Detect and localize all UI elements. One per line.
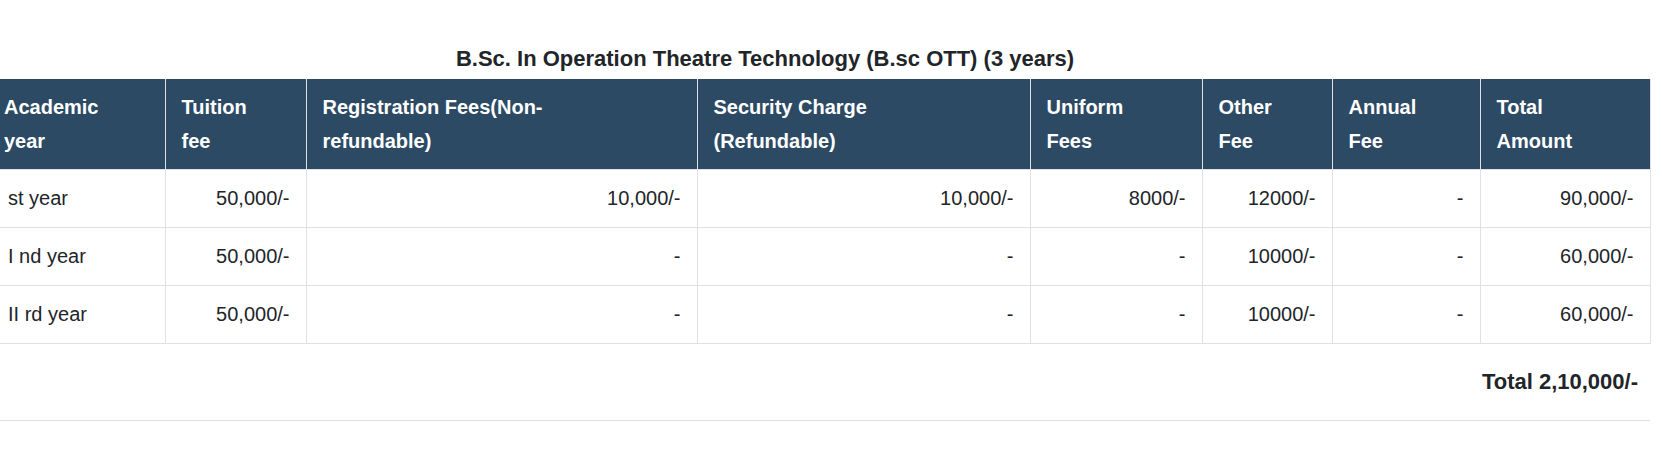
table-cell-annual-fee: - [1332, 169, 1480, 227]
table-cell-total-amount: 90,000/- [1480, 169, 1650, 227]
fee-table: Academic year Tuition fee Registration F… [0, 79, 1651, 421]
table-cell-tuition-fee: 50,000/- [165, 285, 306, 343]
column-header-uniform-fees: Uniform Fees [1030, 79, 1202, 169]
column-header-registration-fees: Registration Fees(Non- refundable) [306, 79, 697, 169]
column-header-other-fee: Other Fee [1202, 79, 1332, 169]
table-row-year-3: II rd year 50,000/- - - - 10000/- - 60,0… [0, 285, 1650, 343]
table-cell-annual-fee: - [1332, 227, 1480, 285]
table-cell-security-charge: 10,000/- [697, 169, 1030, 227]
table-cell-uniform-fees: 8000/- [1030, 169, 1202, 227]
column-header-total-amount: Total Amount [1480, 79, 1650, 169]
table-cell-security-charge: - [697, 227, 1030, 285]
table-cell-total-amount: 60,000/- [1480, 285, 1650, 343]
table-cell-tuition-fee: 50,000/- [165, 227, 306, 285]
table-row-year-2: I nd year 50,000/- - - - 10000/- - 60,00… [0, 227, 1650, 285]
table-cell-other-fee: 10000/- [1202, 285, 1332, 343]
table-cell-registration-fees: 10,000/- [306, 169, 697, 227]
table-cell-total-amount: 60,000/- [1480, 227, 1650, 285]
column-header-annual-fee: Annual Fee [1332, 79, 1480, 169]
table-cell-uniform-fees: - [1030, 227, 1202, 285]
table-cell-security-charge: - [697, 285, 1030, 343]
table-cell-other-fee: 10000/- [1202, 227, 1332, 285]
header-row: Academic year Tuition fee Registration F… [0, 79, 1650, 169]
table-cell-uniform-fees: - [1030, 285, 1202, 343]
grand-total: Total 2,10,000/- [0, 343, 1650, 420]
table-cell-tuition-fee: 50,000/- [165, 169, 306, 227]
page-title: B.Sc. In Operation Theatre Technology (B… [0, 46, 1530, 72]
fee-structure-page: B.Sc. In Operation Theatre Technology (B… [0, 46, 1662, 463]
table-cell-registration-fees: - [306, 285, 697, 343]
table-cell-academic-year: II rd year [0, 285, 165, 343]
table-cell-registration-fees: - [306, 227, 697, 285]
table-cell-other-fee: 12000/- [1202, 169, 1332, 227]
column-header-security-charge: Security Charge (Refundable) [697, 79, 1030, 169]
column-header-tuition-fee: Tuition fee [165, 79, 306, 169]
table-cell-academic-year: st year [0, 169, 165, 227]
total-row: Total 2,10,000/- [0, 343, 1650, 420]
table-cell-annual-fee: - [1332, 285, 1480, 343]
table-row-year-1: st year 50,000/- 10,000/- 10,000/- 8000/… [0, 169, 1650, 227]
column-header-academic-year: Academic year [0, 79, 165, 169]
table-cell-academic-year: I nd year [0, 227, 165, 285]
